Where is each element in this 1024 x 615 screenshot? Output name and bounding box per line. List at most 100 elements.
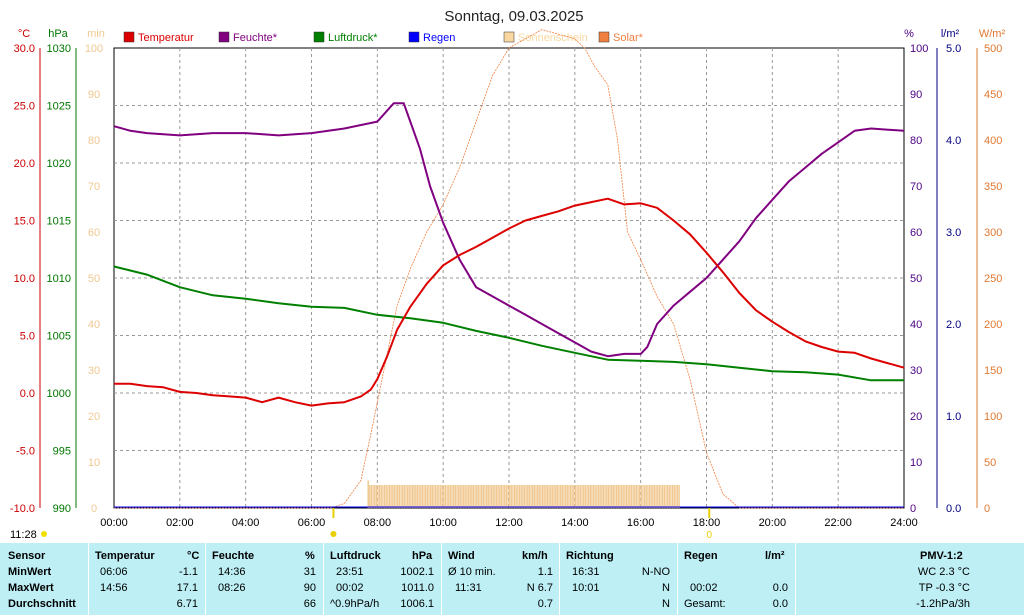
sunshine-bar xyxy=(530,485,532,508)
temp-axis-tick-label: 15.0 xyxy=(14,216,35,228)
sunshine-bar xyxy=(564,485,567,508)
legend-label: Regen xyxy=(423,32,455,44)
sunshine-bar xyxy=(540,485,542,508)
min-hum-time: 14:36 xyxy=(218,566,246,578)
temp-axis-unit: °C xyxy=(18,28,30,40)
sunshine-bar xyxy=(545,485,547,508)
sunshine-bar xyxy=(568,485,570,508)
solar-axis-tick-label: 0 xyxy=(984,503,990,515)
pressure-line xyxy=(113,265,904,382)
sunshine-bar xyxy=(622,485,624,508)
legend-swatch xyxy=(598,31,610,43)
sunshine-bar xyxy=(592,485,595,508)
sunshine-bar xyxy=(660,485,662,508)
sunshine-bar xyxy=(571,485,573,508)
sunshine-bar xyxy=(390,485,392,508)
sun-axis-tick-label: 60 xyxy=(88,227,100,239)
rain-axis-unit: l/m² xyxy=(941,28,960,40)
temp-axis-tick-label: 30.0 xyxy=(14,43,35,55)
sun-axis-tick-label: 50 xyxy=(88,273,100,285)
sunshine-bar xyxy=(563,485,565,508)
avg-wind: 0.7 xyxy=(537,598,553,610)
sunshine-bar xyxy=(604,485,606,508)
sunshine-bar xyxy=(589,485,591,508)
x-tick-label: 10:00 xyxy=(429,517,457,529)
sunrise-dot xyxy=(330,531,337,537)
max-temp-time: 14:56 xyxy=(100,582,128,594)
sunshine-bar xyxy=(579,485,582,508)
hdr-press: Luftdruck xyxy=(330,550,381,562)
avg-press-trend: ^0.9hPa/h xyxy=(330,598,380,610)
solar-axis-tick-label: 450 xyxy=(984,89,1002,101)
sunshine-bar xyxy=(453,485,455,508)
sunshine-bar xyxy=(500,485,503,508)
sun-axis-tick-label: 0 xyxy=(91,503,97,515)
sunshine-bar xyxy=(482,485,484,508)
temp-axis-tick-label: -5.0 xyxy=(16,446,35,458)
sunshine-bar xyxy=(400,485,402,508)
sun-axis-tick-label: 30 xyxy=(88,365,100,377)
sunshine-bar xyxy=(495,485,498,508)
sunshine-bar xyxy=(418,485,420,508)
sunshine-bar xyxy=(367,480,369,508)
sunshine-bar xyxy=(392,485,394,508)
sunshine-bar xyxy=(665,485,667,508)
rain-axis-tick-label: 5.0 xyxy=(946,43,961,55)
max-hum: 90 xyxy=(303,582,316,594)
sun-axis-tick-label: 10 xyxy=(88,457,100,469)
solar-line xyxy=(114,29,904,509)
sunshine-bar xyxy=(441,485,443,508)
sunshine-bar xyxy=(510,485,512,508)
sunshine-bar xyxy=(513,485,516,508)
sunshine-bar xyxy=(614,485,616,508)
sunshine-bar xyxy=(574,485,577,508)
sunshine-bar xyxy=(523,485,526,508)
sunshine-bar xyxy=(438,485,440,508)
sunshine-bar xyxy=(625,485,628,508)
sunshine-bar xyxy=(617,485,619,508)
legend: Temperatur Feuchte* Luftdruck* Regen Sonnens… xyxy=(123,31,644,44)
sunshine-bar xyxy=(541,485,544,508)
max-wind-time: 11:31 xyxy=(455,582,482,594)
temp-axis-tick-label: 20.0 xyxy=(14,158,35,170)
rain-axis-tick-label: 3.0 xyxy=(946,227,961,239)
sunshine-bar xyxy=(675,485,677,508)
hum-axis-tick-label: 40 xyxy=(910,319,922,331)
temp-axis-tick-label: 10.0 xyxy=(14,273,35,285)
sunshine-bar xyxy=(588,485,590,508)
sun-marker-label: 0 xyxy=(706,530,712,541)
rain-axis-tick-label: 0.0 xyxy=(946,503,961,515)
hdr-temp-unit: °C xyxy=(187,550,200,562)
rain-axis-tick-label: 4.0 xyxy=(946,135,961,147)
sunshine-bar xyxy=(630,485,633,508)
row-avg-label: Durchschnitt xyxy=(8,598,76,610)
sunshine-bar xyxy=(490,485,493,508)
sunshine-bar xyxy=(454,485,456,508)
sunshine-bar xyxy=(426,485,429,508)
press-axis-tick-label: 1000 xyxy=(47,388,71,400)
series-lines xyxy=(113,29,905,509)
sunshine-bar xyxy=(443,485,445,508)
sunshine-bar xyxy=(497,485,499,508)
x-tick-label: 18:00 xyxy=(693,517,721,529)
sunshine-bar xyxy=(550,485,552,508)
sunshine-bar xyxy=(576,485,578,508)
hum-axis-tick-label: 80 xyxy=(910,135,922,147)
sunshine-bar xyxy=(527,485,529,508)
sunshine-bar xyxy=(377,485,379,508)
sunshine-bar xyxy=(369,485,371,508)
sunshine-bar xyxy=(378,485,381,508)
sunshine-bar xyxy=(566,485,568,508)
chart-title: Sonntag, 09.03.2025 xyxy=(444,8,583,25)
avg-rain-label: Gesamt: xyxy=(684,598,726,610)
temp-axis-tick-label: 5.0 xyxy=(20,331,35,343)
x-tick-label: 08:00 xyxy=(364,517,392,529)
sunshine-bar xyxy=(476,485,478,508)
sunshine-bar xyxy=(410,485,412,508)
sun-axis-tick-label: 70 xyxy=(88,181,100,193)
hum-axis-tick-label: 70 xyxy=(910,181,922,193)
legend-swatch xyxy=(503,31,515,43)
x-tick-label: 20:00 xyxy=(759,517,787,529)
sunshine-bar xyxy=(639,485,641,508)
sunshine-bar xyxy=(477,485,480,508)
